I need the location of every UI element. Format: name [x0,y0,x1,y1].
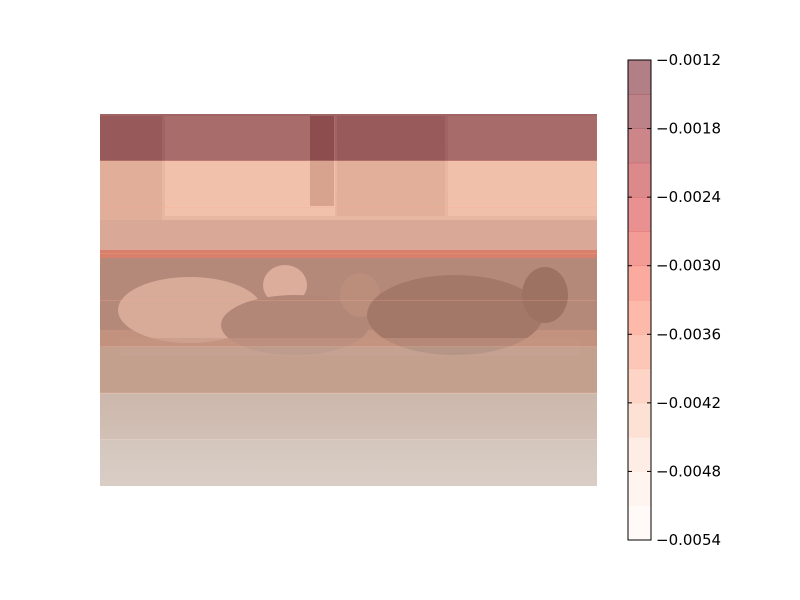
colorbar-segment [628,94,651,129]
colorbar-segment [628,437,651,472]
colorbar-segment [628,368,651,404]
colorbar-segment [628,60,651,95]
colorbar [628,60,651,541]
colorbar-frame [627,59,652,541]
heatmap-band [100,346,597,394]
colorbar-segment [628,162,651,198]
heatmap-overlay [100,114,597,487]
colorbar-segment [628,402,651,438]
colorbar-segment [628,265,651,301]
heatmap-band [100,253,597,301]
colorbar-ticks: −0.0012 −0.0018 −0.0024 −0.0030 −0.0036 −0.00… [628,51,721,549]
colorbar-segment [628,128,651,164]
colorbar-tick-label: −0.0054 [656,531,721,549]
colorbar-segment [628,197,651,232]
heatmap-band [100,439,597,487]
colorbar-segment [628,334,651,369]
heatmap-band [100,160,597,208]
colorbar-tick-label: −0.0048 [656,462,721,480]
colorbar-segment [628,471,651,507]
colorbar-tick-label: −0.0030 [656,257,721,275]
heatmap-band [100,393,597,440]
colorbar-tick-label: −0.0012 [656,51,721,69]
colorbar-tick-label: −0.0024 [656,188,721,206]
colorbar-segment [628,231,651,267]
colorbar-tick-label: −0.0036 [656,325,721,343]
heatmap-band [100,207,597,254]
heatmap-band [100,114,597,161]
colorbar-tick-label: −0.0018 [656,120,721,138]
colorbar-tick-label: −0.0042 [656,394,721,412]
colorbar-segment [628,300,651,335]
colorbar-segment [628,505,651,541]
heatmap-band [100,300,597,347]
